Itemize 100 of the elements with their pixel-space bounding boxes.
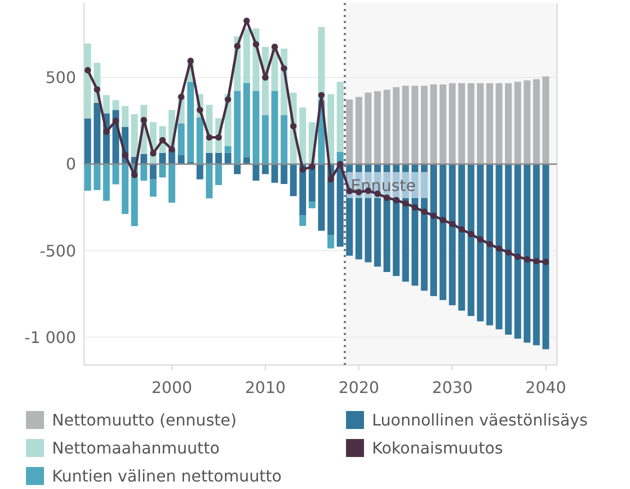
bar xyxy=(299,215,306,226)
bar xyxy=(318,26,325,100)
bar xyxy=(420,86,428,164)
bar xyxy=(355,96,362,164)
bar xyxy=(458,164,466,311)
point xyxy=(318,92,325,98)
bar xyxy=(280,164,288,184)
x-tick-label: 2040 xyxy=(525,378,566,397)
point xyxy=(243,18,250,24)
point xyxy=(505,249,512,256)
y-tick-label: 500 xyxy=(45,68,76,88)
legend-label: Nettomaahanmuutto xyxy=(52,438,220,458)
point xyxy=(131,172,138,178)
bar xyxy=(505,83,512,164)
bar xyxy=(84,44,92,119)
bar xyxy=(140,154,148,164)
bar xyxy=(122,164,128,214)
bar xyxy=(196,117,204,164)
legend-label: Kokonaismuutos xyxy=(372,438,503,458)
bar xyxy=(84,164,92,191)
bar xyxy=(524,80,530,164)
bar xyxy=(215,164,222,186)
point xyxy=(300,166,306,173)
y-tick-label: -500 xyxy=(40,241,76,260)
legend-label: Kuntien välinen nettomuutto xyxy=(52,466,282,486)
point xyxy=(271,44,278,50)
bar xyxy=(103,95,110,114)
bar xyxy=(514,164,522,339)
y-tick-label: -1 000 xyxy=(24,328,76,347)
point xyxy=(103,128,110,135)
point xyxy=(308,163,316,170)
bar xyxy=(159,164,166,178)
bar xyxy=(318,164,325,231)
point xyxy=(496,245,502,252)
point xyxy=(542,258,549,266)
point xyxy=(187,58,194,64)
bar xyxy=(196,164,204,180)
point xyxy=(206,134,212,141)
point xyxy=(440,216,446,224)
bar xyxy=(234,90,241,164)
point xyxy=(168,146,176,153)
bar xyxy=(430,164,437,296)
point xyxy=(514,254,521,260)
bar xyxy=(262,115,269,164)
point xyxy=(393,196,400,204)
bar xyxy=(346,99,353,164)
point xyxy=(346,188,353,194)
bar xyxy=(440,164,446,300)
bar xyxy=(103,164,110,201)
bar xyxy=(412,86,418,164)
point xyxy=(486,240,493,248)
point xyxy=(458,226,465,233)
bar xyxy=(308,202,316,208)
bar xyxy=(150,179,157,197)
legend-label: Luonnollinen väestönlisäys xyxy=(372,410,588,430)
bar xyxy=(514,82,522,164)
bar xyxy=(271,164,278,183)
point xyxy=(421,208,428,215)
bar xyxy=(448,83,456,164)
point xyxy=(122,152,128,158)
bar xyxy=(524,164,530,343)
bar xyxy=(252,164,260,181)
bar xyxy=(243,82,250,158)
bar xyxy=(384,90,390,164)
bar xyxy=(140,164,148,181)
bar xyxy=(476,164,484,322)
bar xyxy=(122,106,128,127)
bar xyxy=(224,152,232,164)
bar xyxy=(178,155,185,164)
point xyxy=(140,116,148,124)
point xyxy=(159,136,166,144)
point xyxy=(533,258,540,264)
bar xyxy=(468,83,474,164)
bar xyxy=(252,90,260,164)
point xyxy=(150,150,156,157)
point xyxy=(477,236,484,243)
bar xyxy=(486,164,494,326)
bar xyxy=(168,164,176,203)
point xyxy=(449,220,456,228)
point xyxy=(430,212,437,219)
point xyxy=(402,200,409,207)
bar xyxy=(440,84,446,164)
point xyxy=(112,118,119,124)
bar xyxy=(215,152,222,164)
point xyxy=(178,94,184,100)
bar xyxy=(224,146,232,153)
point xyxy=(290,122,297,130)
bar xyxy=(187,82,194,162)
bar xyxy=(505,164,512,335)
bar xyxy=(430,84,437,164)
legend-label: Nettomuutto (ennuste) xyxy=(52,410,237,430)
bar xyxy=(496,164,502,330)
point xyxy=(524,256,530,263)
bar xyxy=(94,164,100,190)
bar xyxy=(468,164,474,316)
x-tick-label: 2000 xyxy=(152,378,192,397)
bar xyxy=(131,114,138,157)
point xyxy=(84,67,91,74)
bar xyxy=(206,164,213,198)
x-tick-label: 2030 xyxy=(432,378,473,397)
